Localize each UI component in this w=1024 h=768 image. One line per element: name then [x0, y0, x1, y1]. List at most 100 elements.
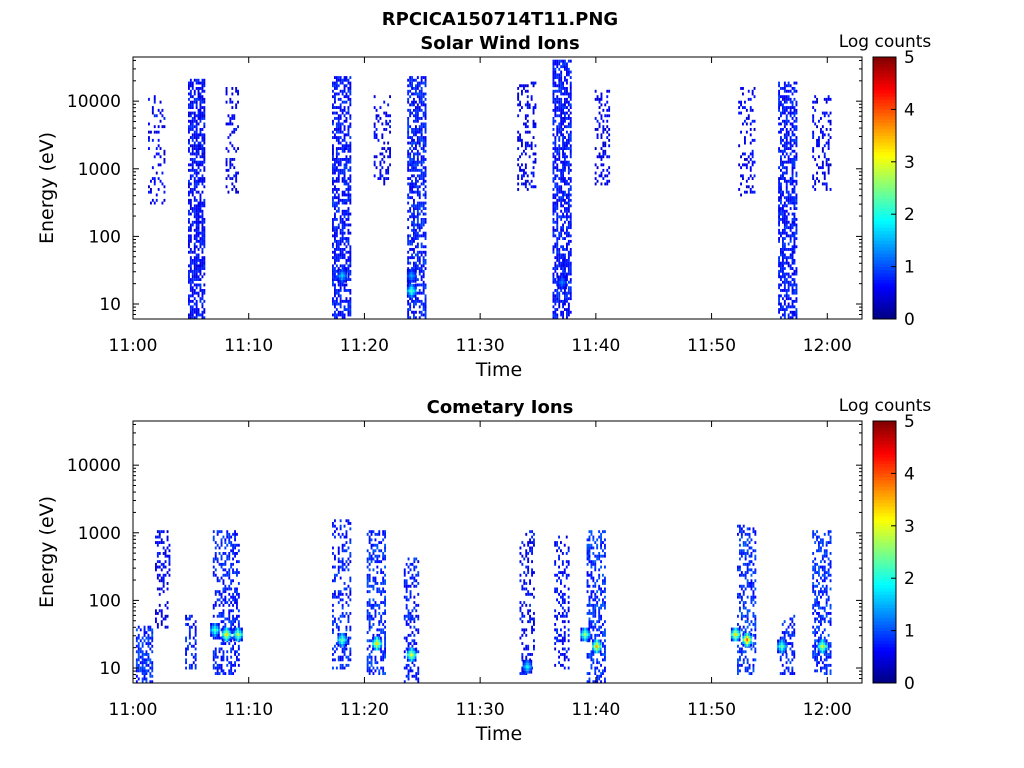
- heatmap-cell: [424, 117, 427, 120]
- heatmap-cell: [191, 128, 194, 131]
- heatmap-cell: [339, 106, 342, 109]
- heatmap-cell: [216, 530, 219, 534]
- heatmap-cell: [368, 614, 371, 618]
- heatmap-cell: [415, 141, 417, 145]
- heatmap-cell: [778, 212, 780, 216]
- heatmap-cell: [563, 655, 566, 659]
- heatmap-cell: [212, 535, 215, 539]
- heatmap-cell: [335, 302, 338, 306]
- heatmap-cell: [564, 155, 566, 159]
- heatmap-cell: [558, 554, 560, 558]
- heatmap-cell: [413, 248, 415, 251]
- heatmap-cell: [339, 283, 342, 287]
- heatmap-cell: [780, 201, 782, 205]
- heatmap-cell: [335, 179, 338, 183]
- heatmap-cell: [524, 171, 527, 175]
- heatmap-cell: [600, 171, 603, 175]
- heatmap-cell: [565, 552, 568, 555]
- heatmap-cell: [195, 182, 198, 186]
- heatmap-cell: [341, 198, 344, 202]
- heatmap-cell: [567, 114, 570, 118]
- heatmap-cell: [407, 242, 410, 246]
- heatmap-cell: [528, 155, 531, 159]
- heatmap-cell: [562, 119, 564, 123]
- heatmap-cell: [569, 286, 572, 290]
- heatmap-cell: [566, 62, 568, 66]
- heatmap-cell: [554, 70, 557, 74]
- heatmap-cell: [413, 168, 415, 172]
- heatmap-cell: [783, 166, 786, 170]
- heatmap-cell: [560, 147, 563, 150]
- heatmap-cell: [188, 163, 190, 167]
- heatmap-cell: [420, 76, 423, 79]
- heatmap-cell: [403, 614, 406, 618]
- heatmap-cell: [530, 144, 533, 148]
- heatmap-cell: [778, 228, 780, 232]
- heatmap-cell: [201, 237, 204, 240]
- heatmap-cell: [147, 653, 150, 656]
- heatmap-cell: [519, 100, 521, 104]
- heatmap-cell: [191, 308, 194, 311]
- heatmap-cell: [403, 636, 406, 640]
- heatmap-cell: [201, 95, 204, 99]
- heatmap-cell: [793, 133, 796, 137]
- heatmap-cell: [197, 291, 200, 295]
- heatmap-cell: [337, 546, 340, 550]
- heatmap-cell: [332, 245, 334, 249]
- heatmap-cell: [567, 606, 570, 610]
- heatmap-cell: [785, 289, 788, 292]
- heatmap-cell: [740, 166, 742, 170]
- heatmap-cell: [602, 177, 605, 180]
- heatmap-cell: [141, 644, 144, 648]
- heatmap-cell: [337, 193, 340, 197]
- heatmap-cell: [552, 207, 555, 210]
- heatmap-cell: [787, 95, 790, 99]
- heatmap-cell: [203, 177, 206, 180]
- heatmap-cell: [389, 125, 391, 129]
- heatmap-cell: [558, 261, 561, 265]
- heatmap-cell: [407, 302, 410, 306]
- heatmap-cell: [785, 106, 788, 109]
- heatmap-cell: [791, 100, 794, 104]
- heatmap-cell: [222, 579, 225, 583]
- heatmap-cell: [526, 119, 529, 123]
- heatmap-cell: [407, 166, 410, 170]
- heatmap-cell: [387, 171, 390, 175]
- heatmap-cell: [586, 579, 589, 583]
- heatmap-cell: [194, 663, 197, 667]
- heatmap-cell: [389, 95, 391, 99]
- heatmap-cell: [199, 147, 202, 150]
- heatmap-cell: [825, 160, 828, 164]
- heatmap-cell: [791, 283, 794, 287]
- heatmap-cell: [334, 283, 336, 287]
- heatmap-cell: [150, 179, 152, 183]
- heatmap-cell: [349, 81, 352, 85]
- heatmap-cell: [232, 532, 234, 536]
- heatmap-cell: [185, 658, 187, 662]
- heatmap-cell: [332, 256, 334, 260]
- heatmap-cell: [141, 669, 144, 673]
- heatmap-cell: [188, 182, 190, 186]
- heatmap-cell: [422, 302, 425, 306]
- heatmap-cell: [347, 310, 350, 314]
- heatmap-cell: [135, 663, 138, 667]
- heatmap-cell: [341, 557, 344, 561]
- heatmap-cell: [780, 158, 782, 161]
- heatmap-cell: [191, 220, 194, 224]
- heatmap-cell: [560, 310, 563, 314]
- heatmap-cell: [337, 226, 340, 230]
- heatmap-cell: [524, 117, 527, 120]
- heatmap-cell: [791, 166, 794, 170]
- heatmap-cell: [201, 155, 204, 159]
- heatmap-cell: [588, 584, 591, 588]
- heatmap-cell: [531, 653, 533, 656]
- heatmap-cell: [782, 103, 784, 107]
- heatmap-cell: [407, 250, 410, 254]
- heatmap-cell: [424, 253, 427, 257]
- heatmap-cell: [606, 119, 609, 123]
- heatmap-cell: [339, 136, 342, 139]
- heatmap-cell: [231, 130, 234, 134]
- colorbar-segment: [873, 151, 896, 156]
- heatmap-cell: [422, 100, 425, 104]
- heatmap-cell: [409, 297, 412, 301]
